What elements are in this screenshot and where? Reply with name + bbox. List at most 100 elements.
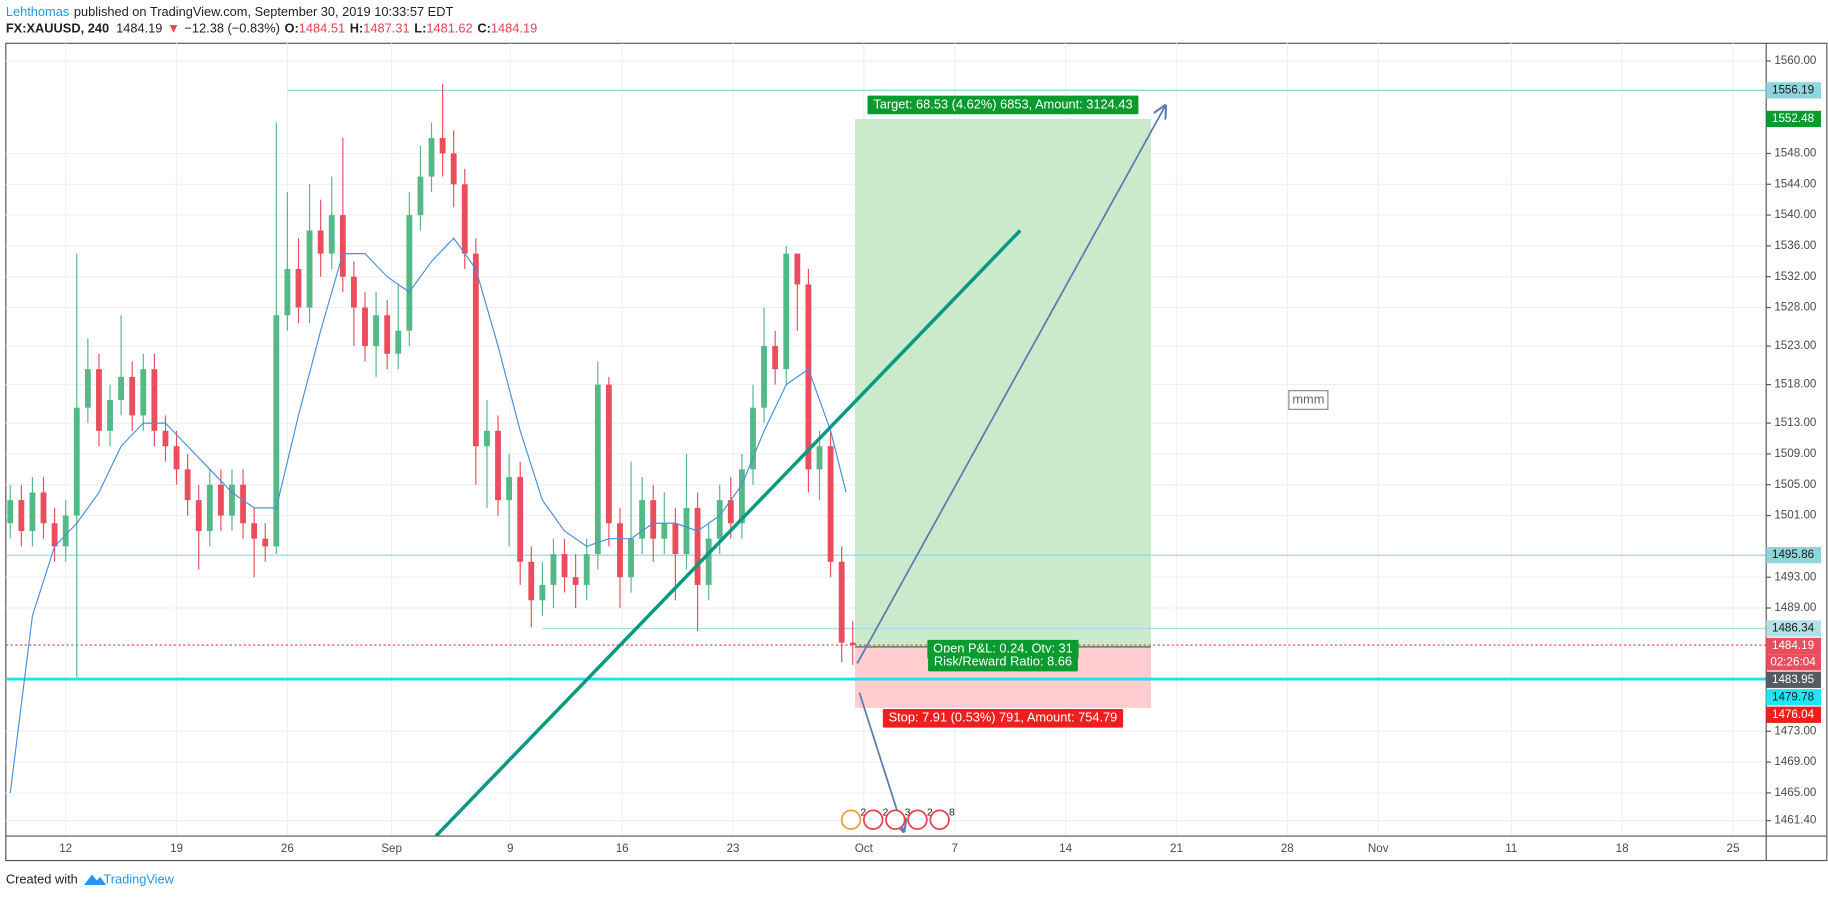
change: −12.38 (−0.83%) (184, 21, 279, 36)
candle-body (84, 369, 91, 408)
candle-body (617, 523, 623, 578)
y-tick-label: 1489.00 (1774, 601, 1817, 614)
last: 1484.19 (116, 21, 162, 36)
candle-body (195, 500, 202, 531)
candle-body (7, 500, 14, 524)
y-tick-label: 1513.00 (1774, 416, 1817, 429)
event-icon (885, 809, 906, 830)
price-label: 1556.19 (1772, 83, 1814, 96)
label-bg (867, 95, 1139, 115)
candle-body (694, 507, 701, 585)
candle-body (328, 215, 335, 254)
candle-body (384, 315, 391, 354)
author[interactable]: Lehthomas (6, 4, 69, 19)
candle-body (295, 269, 302, 308)
candle-body (450, 153, 457, 185)
candle-body (262, 538, 269, 547)
position-label: Risk/Reward Ratio: 8.66 (934, 653, 1072, 668)
x-tick-label: 18 (1616, 842, 1629, 855)
candle-body (495, 430, 501, 501)
event-icon (907, 809, 928, 830)
y-tick-label: 1518.00 (1774, 378, 1817, 391)
candle-body (162, 430, 169, 447)
label-bg (928, 652, 1078, 672)
y-tick-label: 1469.00 (1774, 755, 1817, 768)
header-line: Lehthomas published on TradingView.com, S… (6, 4, 454, 19)
event-count: 8 (949, 808, 955, 819)
ohlc-label: C: (477, 21, 491, 36)
created-with: Created with (6, 872, 78, 887)
symbol: FX:XAUUSD, 240 (6, 21, 109, 36)
price-label-bg (1766, 110, 1822, 128)
position-label: Stop: 7.91 (0.53%) 791, Amount: 754.79 (889, 710, 1118, 725)
y-tick-label: 1505.00 (1774, 478, 1817, 491)
brand[interactable]: TradingView (103, 872, 174, 887)
candle-body (107, 399, 113, 431)
y-tick-label: 1532.00 (1774, 270, 1817, 283)
arrow (858, 692, 903, 832)
candle-body (96, 369, 102, 431)
x-tick-label: 28 (1281, 842, 1294, 855)
candle-body (118, 376, 125, 400)
y-tick-label: 1528.00 (1774, 301, 1817, 314)
y-tick-label: 1548.00 (1774, 147, 1817, 160)
candle-body (683, 507, 690, 555)
event-count: 2 (883, 808, 889, 819)
candle-body (417, 176, 424, 216)
note-box (1288, 390, 1329, 410)
candle-body (650, 500, 657, 539)
candle-body (783, 253, 790, 370)
event-icon (862, 809, 884, 830)
candle-body (406, 215, 413, 331)
axes: 12 19 26 Sep 9 16 23 Oct 7 14 21 28 Nov 11 18 251560.00… (59, 54, 1822, 855)
candle-body (550, 554, 557, 585)
candle-body (373, 315, 380, 347)
candle-body (761, 346, 767, 408)
candle-body (705, 538, 712, 585)
candle-body (184, 469, 191, 501)
candle-body (317, 230, 324, 254)
price-label-bg (1766, 546, 1822, 564)
candle-body (517, 477, 524, 562)
price-label: 1486.34 (1772, 622, 1815, 635)
candle-body (428, 138, 435, 177)
position-label: Target: 68.53 (4.62%) 6853, Amount: 3124… (873, 96, 1132, 111)
x-tick-label: 16 (616, 842, 629, 855)
candle-body (528, 561, 535, 601)
candle-body (62, 515, 69, 547)
event-count: 3 (905, 808, 911, 819)
price-label-bg (1766, 637, 1822, 655)
y-tick-label: 1501.00 (1774, 509, 1817, 522)
candle-body (639, 500, 646, 539)
brand-logo (83, 874, 107, 886)
event-icon (929, 809, 950, 830)
price-label: 1476.04 (1772, 708, 1815, 721)
candle-body (362, 307, 368, 347)
x-tick-label: 25 (1726, 842, 1739, 855)
ohlc-value: 1484.51 (299, 21, 345, 36)
event-count: 2 (860, 808, 866, 819)
y-tick-label: 1465.00 (1774, 786, 1817, 799)
moving-average (9, 237, 847, 793)
symbol-line: FX:XAUUSD, 240 1484.19 ▼ −12.38 (−0.83%) O:1… (6, 21, 537, 36)
note: mmm (1292, 391, 1324, 406)
x-tick-label: 21 (1170, 842, 1183, 855)
ohlc-label: H: (350, 21, 364, 36)
candle-body (572, 577, 579, 585)
price-label: 1484.19 (1772, 639, 1814, 652)
price-label: 1495.86 (1772, 548, 1814, 561)
price-label-bg (1766, 706, 1822, 723)
candle-body (306, 230, 313, 308)
candle-body (339, 215, 346, 277)
candle-body (849, 642, 856, 646)
x-tick-label: 12 (59, 842, 72, 855)
published: published on TradingView.com, September … (74, 4, 454, 19)
candle-body (73, 407, 80, 516)
x-tick-label: 26 (281, 842, 294, 855)
y-tick-label: 1560.00 (1774, 54, 1817, 67)
candle-body (484, 430, 490, 447)
candle-body (816, 446, 823, 470)
candle-body (351, 276, 357, 308)
candle-body (838, 561, 845, 643)
ohlc-label: L: (414, 21, 426, 36)
